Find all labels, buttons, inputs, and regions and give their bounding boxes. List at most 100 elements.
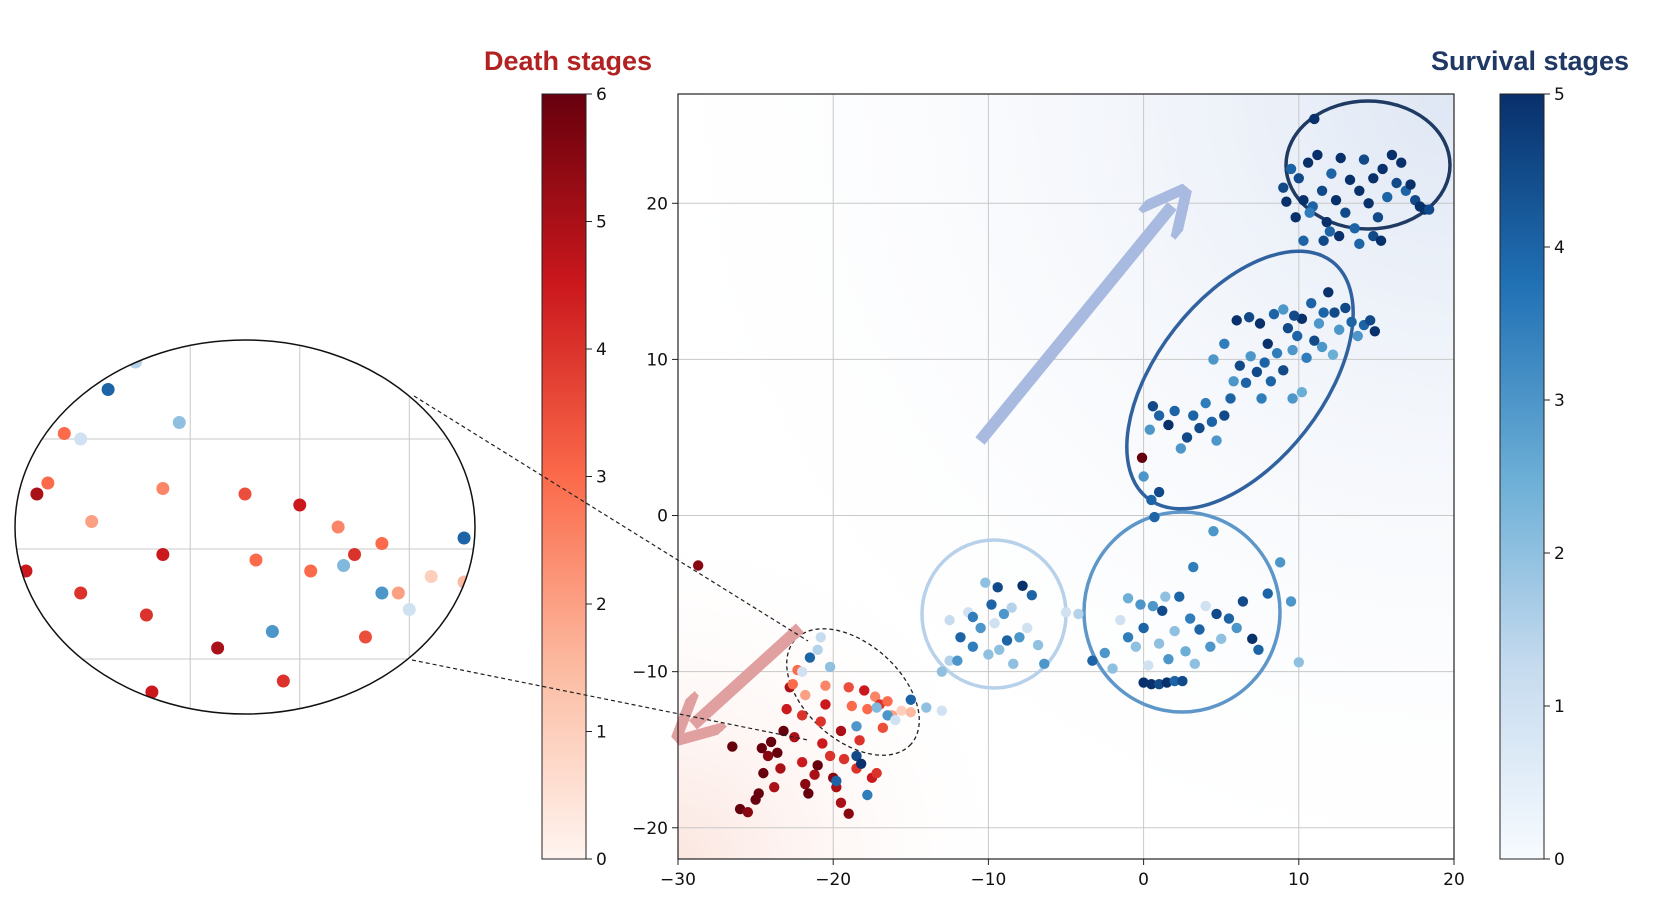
death-point xyxy=(765,736,777,748)
zoom-death-point xyxy=(348,548,362,561)
death-point xyxy=(775,763,786,774)
zoom-death-point xyxy=(331,520,345,534)
zoom-death-point xyxy=(57,427,71,440)
survival-point xyxy=(1423,204,1435,215)
death-point xyxy=(796,710,808,721)
survival-point xyxy=(1181,432,1193,443)
death-point xyxy=(762,750,774,762)
death-point xyxy=(859,685,870,696)
survival-point xyxy=(1326,168,1337,179)
survival-point xyxy=(1358,154,1370,165)
survival-point xyxy=(1160,591,1171,602)
survival-point xyxy=(952,655,963,666)
x-tick-label: 0 xyxy=(1138,870,1149,890)
survival-point xyxy=(1143,660,1154,671)
death-point xyxy=(742,806,754,818)
survival-point xyxy=(1340,207,1351,218)
plot-frame xyxy=(677,93,1455,860)
death-point xyxy=(824,750,836,762)
colorbar-tick-label: 2 xyxy=(596,595,607,615)
survival-point xyxy=(1288,310,1300,321)
survival-point xyxy=(1115,614,1126,626)
survival-point xyxy=(1189,658,1201,670)
survival-point xyxy=(890,714,901,726)
survival-point xyxy=(1144,424,1156,435)
survival-point xyxy=(1211,435,1222,446)
survival-point xyxy=(1006,602,1017,613)
survival-point xyxy=(1130,641,1142,652)
survival-colorbar-gradient xyxy=(1499,93,1545,860)
survival-point xyxy=(1194,624,1205,635)
survival-point xyxy=(1354,238,1365,250)
survival-point xyxy=(1177,675,1188,687)
survival-point xyxy=(1153,486,1165,498)
survival-point xyxy=(1377,163,1388,175)
survival-point xyxy=(1324,226,1336,237)
survival-point xyxy=(1262,338,1273,349)
zoom-survival-point xyxy=(402,603,416,616)
survival-point xyxy=(1122,632,1134,643)
death-point xyxy=(882,696,893,707)
survival-point xyxy=(1208,354,1219,365)
survival-point xyxy=(1208,525,1219,537)
survival-point xyxy=(851,750,862,762)
survival-point xyxy=(1363,198,1374,209)
survival-point xyxy=(1122,593,1134,604)
zoom-connector-top xyxy=(413,395,809,642)
survival-point xyxy=(1147,600,1159,612)
survival-point xyxy=(1237,596,1249,607)
survival-point xyxy=(1026,589,1038,601)
survival-point xyxy=(1245,351,1256,362)
x-tick-label: 20 xyxy=(1443,870,1465,890)
survival-point xyxy=(998,608,1010,620)
survival-point xyxy=(955,632,966,643)
survival-point xyxy=(1243,312,1255,323)
survival-point xyxy=(1364,315,1376,326)
death-point xyxy=(758,767,769,779)
survival-point xyxy=(1318,235,1329,246)
survival-point xyxy=(1254,318,1266,329)
death-point xyxy=(727,741,738,752)
death-point xyxy=(815,716,826,727)
survival-point xyxy=(1135,599,1146,610)
zoom-death-point xyxy=(249,553,263,567)
zoom-death-point xyxy=(276,674,290,688)
death-point xyxy=(756,742,768,754)
y-tick-label: −20 xyxy=(632,819,668,839)
survival-point xyxy=(921,702,932,713)
survival-point xyxy=(1256,393,1267,404)
survival-point xyxy=(1293,173,1305,184)
survival-point xyxy=(1278,304,1289,315)
zoom-death-point xyxy=(391,586,405,600)
death-point xyxy=(877,722,889,734)
death-point xyxy=(817,738,828,749)
y-axis: −20 −10 0 10 20 xyxy=(632,194,678,839)
survival-point xyxy=(1296,386,1308,398)
y-tick-label: −10 xyxy=(632,663,668,683)
survival-point xyxy=(1206,416,1218,428)
survival-point xyxy=(1240,377,1252,389)
x-tick-label: −20 xyxy=(815,870,851,890)
survival-point xyxy=(1316,341,1328,353)
zoom-death-point xyxy=(74,586,88,600)
zoom-connector-bottom xyxy=(411,659,809,741)
survival-point xyxy=(944,614,955,626)
survival-colorbar-title: Survival stages xyxy=(1431,46,1629,76)
survival-point xyxy=(1329,307,1340,318)
death-point xyxy=(820,680,831,691)
death-point xyxy=(1136,452,1148,463)
zoom-inset-outline xyxy=(14,339,476,715)
survival-point xyxy=(967,611,979,623)
survival-point xyxy=(1287,393,1298,404)
death-point xyxy=(803,788,814,799)
survival-point xyxy=(1138,471,1149,482)
death-point xyxy=(800,689,811,701)
survival-point xyxy=(1298,235,1309,246)
survival-point xyxy=(1153,410,1165,421)
death-point xyxy=(862,703,873,715)
survival-point xyxy=(1216,633,1227,645)
colorbar-tick-label: 6 xyxy=(596,85,607,105)
y-tick-label: 0 xyxy=(657,507,668,527)
survival-point xyxy=(1354,185,1365,196)
survival-point xyxy=(1219,338,1230,349)
